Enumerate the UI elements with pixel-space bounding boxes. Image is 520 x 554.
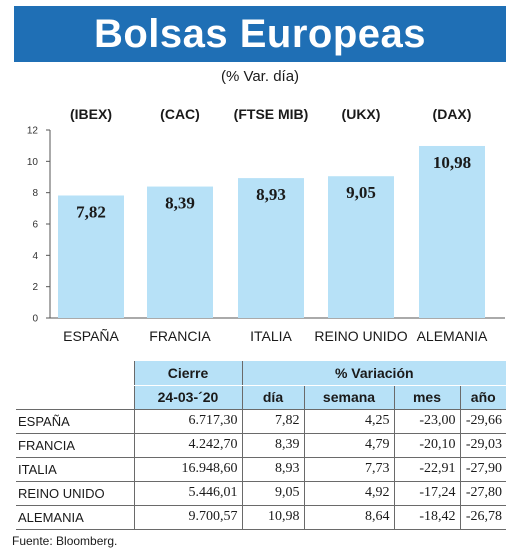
category-label: FRANCIA xyxy=(149,328,211,344)
row-semana: 4,25 xyxy=(303,408,394,434)
row-country: FRANCIA xyxy=(16,433,134,458)
row-cierre: 9.700,57 xyxy=(133,505,242,530)
header-dia: día xyxy=(241,385,304,409)
row-ano: -26,78 xyxy=(459,505,506,530)
header-ano: año xyxy=(459,385,506,409)
category-label: ESPAÑA xyxy=(63,328,119,344)
table-row: ALEMANIA 9.700,57 10,98 8,64 -18,42 -26,… xyxy=(16,505,506,530)
index-label: (UKX) xyxy=(342,106,381,122)
row-dia: 8,39 xyxy=(241,433,304,458)
header-mes: mes xyxy=(393,385,460,409)
table-corner xyxy=(16,361,134,386)
y-tick-label: 4 xyxy=(32,251,38,262)
index-label: (FTSE MIB) xyxy=(234,106,309,122)
bar xyxy=(58,195,124,318)
table-row: REINO UNIDO 5.446,01 9,05 4,92 -17,24 -2… xyxy=(16,481,506,506)
source-note: Fuente: Bloomberg. xyxy=(12,534,118,548)
y-tick-label: 10 xyxy=(27,157,39,168)
row-mes: -22,91 xyxy=(393,457,460,482)
bar xyxy=(238,178,304,318)
header-cierre: Cierre xyxy=(133,361,242,386)
row-ano: -29,03 xyxy=(459,433,506,458)
table-corner-2 xyxy=(16,385,134,409)
row-dia: 10,98 xyxy=(241,505,304,530)
row-semana: 7,73 xyxy=(303,457,394,482)
bar-chart: (IBEX) (CAC) (FTSE MIB) (UKX) (DAX) 0 2 4 6 8 10 12… xyxy=(27,106,505,344)
y-tick-label: 8 xyxy=(32,188,38,199)
chart-title: Bolsas Europeas xyxy=(14,6,506,62)
y-tick-label: 6 xyxy=(32,220,38,231)
y-tick-label: 2 xyxy=(32,282,38,293)
bar xyxy=(328,176,394,318)
row-cierre: 6.717,30 xyxy=(133,408,242,434)
header-date: 24-03-´20 xyxy=(133,385,242,409)
header-semana: semana xyxy=(303,385,394,409)
chart-subtitle: (% Var. día) xyxy=(220,68,300,85)
bar xyxy=(419,145,485,318)
row-mes: -20,10 xyxy=(393,433,460,458)
row-country: ESPAÑA xyxy=(16,408,134,434)
row-ano: -29,66 xyxy=(459,408,506,434)
y-tick-label: 0 xyxy=(32,314,38,325)
table-sub-header-row: 24-03-´20 día semana mes año xyxy=(16,385,506,409)
category-label: REINO UNIDO xyxy=(314,328,407,344)
category-label: ITALIA xyxy=(250,328,292,344)
bar-value-label: 10,98 xyxy=(433,153,471,172)
row-dia: 8,93 xyxy=(241,457,304,482)
index-label: (CAC) xyxy=(160,106,200,122)
row-semana: 4,79 xyxy=(303,433,394,458)
bar-value-label: 9,05 xyxy=(346,183,376,202)
table-row: ITALIA 16.948,60 8,93 7,73 -22,91 -27,90 xyxy=(16,457,506,482)
bar-value-label: 7,82 xyxy=(76,202,106,221)
row-ano: -27,80 xyxy=(459,481,506,506)
index-label: (IBEX) xyxy=(70,106,112,122)
row-mes: -23,00 xyxy=(393,408,460,434)
row-cierre: 5.446,01 xyxy=(133,481,242,506)
row-semana: 8,64 xyxy=(303,505,394,530)
table-group-header-row: Cierre % Variación xyxy=(16,361,506,386)
table-row: FRANCIA 4.242,70 8,39 4,79 -20,10 -29,03 xyxy=(16,433,506,458)
row-country: ALEMANIA xyxy=(16,505,134,530)
header-variacion: % Variación xyxy=(241,361,506,386)
row-country: ITALIA xyxy=(16,457,134,482)
bar-value-label: 8,39 xyxy=(165,194,195,213)
table-row: ESPAÑA 6.717,30 7,82 4,25 -23,00 -29,66 xyxy=(16,408,506,434)
index-label: (DAX) xyxy=(433,106,472,122)
row-semana: 4,92 xyxy=(303,481,394,506)
bar xyxy=(147,186,213,318)
row-cierre: 4.242,70 xyxy=(133,433,242,458)
row-dia: 7,82 xyxy=(241,408,304,434)
row-ano: -27,90 xyxy=(459,457,506,482)
row-country: REINO UNIDO xyxy=(16,481,134,506)
market-table: Cierre % Variación 24-03-´20 día semana … xyxy=(16,361,506,530)
row-mes: -17,24 xyxy=(393,481,460,506)
row-mes: -18,42 xyxy=(393,505,460,530)
category-label: ALEMANIA xyxy=(417,328,488,344)
row-cierre: 16.948,60 xyxy=(133,457,242,482)
y-tick-label: 12 xyxy=(27,126,39,137)
bar-value-label: 8,93 xyxy=(256,185,286,204)
row-dia: 9,05 xyxy=(241,481,304,506)
